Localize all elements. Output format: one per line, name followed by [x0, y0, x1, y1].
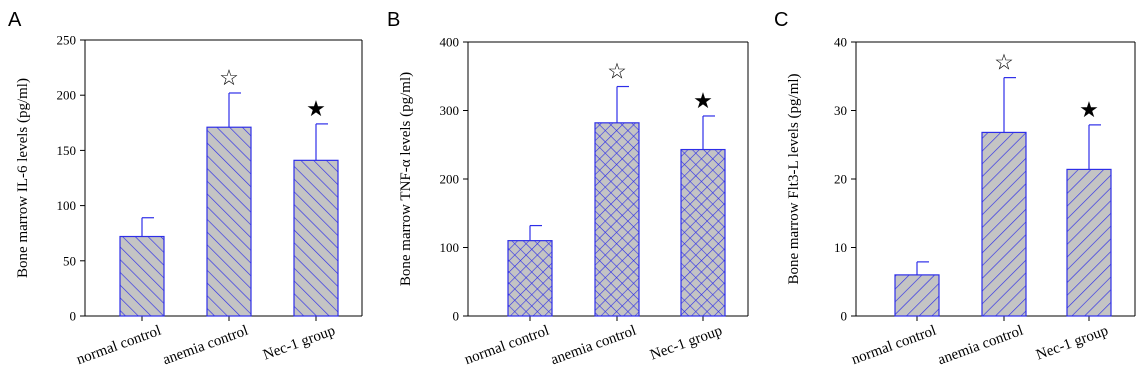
category-label: normal control [463, 323, 552, 368]
open-star-marker: ☆ [219, 65, 239, 90]
bar [1066, 168, 1112, 317]
y-tick-label: 200 [57, 88, 77, 103]
bar [594, 122, 640, 317]
y-tick-label: 100 [57, 198, 77, 213]
chart-panel-b: B Bone marrow TNF-α levels (pg/ml) 0 100 200… [387, 9, 749, 369]
bar [293, 159, 339, 317]
y-tick-label: 400 [440, 35, 460, 50]
y-tick-label: 150 [57, 143, 77, 158]
y-tick-label: 0 [70, 309, 77, 324]
y-tick-label: 30 [834, 103, 847, 118]
chart-panel-a: A Bone marrow IL-6 levels (pg/ml) 0 50 100 15… [8, 9, 363, 369]
chart-panel-c: C Bone marrow Flt3-L levels (pg/ml) 0 10 20 3… [774, 9, 1136, 369]
category-label: anemia control [161, 323, 251, 369]
bar [680, 148, 726, 317]
bar [981, 131, 1027, 317]
category-label: Nec-1 group [648, 323, 724, 364]
category-label: Nec-1 group [261, 323, 337, 364]
bar [894, 274, 940, 317]
filled-star-marker: ★ [1079, 97, 1099, 122]
y-tick-label: 250 [57, 33, 77, 48]
y-tick-label: 0 [453, 309, 460, 324]
category-label: anemia control [936, 323, 1026, 369]
bar [119, 235, 165, 317]
y-tick-label: 100 [440, 240, 460, 255]
panel-label: A [8, 9, 22, 31]
panel-label: C [774, 9, 788, 31]
y-axis-label: Bone marrow Flt3-L levels (pg/ml) [786, 73, 802, 284]
filled-star-marker: ★ [306, 96, 326, 121]
y-axis-label: Bone marrow TNF-α levels (pg/ml) [398, 72, 414, 286]
y-tick-label: 10 [834, 240, 847, 255]
y-tick-label: 200 [440, 172, 460, 187]
bar [206, 126, 252, 317]
filled-star-marker: ★ [693, 88, 713, 113]
y-axis-label: Bone marrow IL-6 levels (pg/ml) [15, 78, 31, 278]
y-tick-label: 40 [834, 35, 847, 50]
y-tick-label: 0 [841, 309, 848, 324]
bar [507, 240, 553, 317]
y-tick-label: 20 [834, 172, 847, 187]
open-star-marker: ☆ [994, 50, 1014, 75]
category-label: normal control [850, 323, 939, 368]
category-label: anemia control [549, 323, 639, 369]
category-label: Nec-1 group [1034, 323, 1110, 364]
open-star-marker: ☆ [607, 59, 627, 84]
category-label: normal control [75, 323, 164, 368]
panel-label: B [387, 9, 400, 31]
y-tick-label: 50 [63, 253, 76, 268]
y-tick-label: 300 [440, 103, 460, 118]
